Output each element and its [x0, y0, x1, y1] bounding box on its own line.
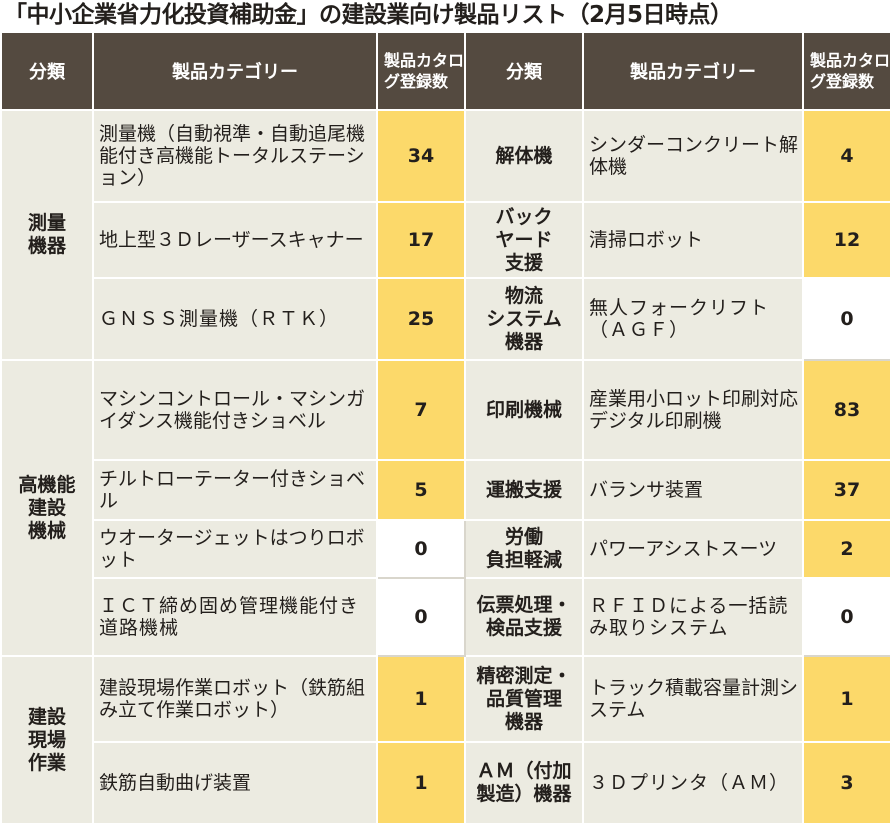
header-product-right: 製品カテゴリー	[582, 31, 804, 111]
right-product-cell: 産業用小ロット印刷対応デジタル印刷機	[582, 359, 804, 461]
header-count-right: 製品カタログ登録数	[802, 31, 890, 111]
table-row: 鉄筋自動曲げ装置 1 ＡＭ（付加 製造）機器 ３Ｄプリンタ（ＡＭ） 3	[1, 741, 890, 825]
right-product-cell: トラック積載容量計測システム	[582, 655, 804, 743]
table-body: 測量 機器 測量機（自動視準・自動追尾機能付き高機能トータルステーション） 34 解体…	[0, 109, 890, 825]
right-product-cell: バランサ装置	[582, 459, 804, 521]
left-category-cell: 測量 機器	[0, 109, 94, 361]
table-row: 地上型３Ｄレーザースキャナー 17 バック ヤード 支援 清掃ロボット 12	[1, 201, 890, 279]
right-count-cell: 2	[802, 519, 890, 579]
table-row: ＩＣＴ締め固め管理機能付き道路機械 0 伝票処理・ 検品支援 ＲＦＩＤによる一括読み取…	[1, 577, 890, 657]
right-product-cell: ＲＦＩＤによる一括読み取りシステム	[582, 577, 804, 657]
right-category-cell: 労働 負担軽減	[464, 519, 584, 579]
right-count-cell: 3	[802, 741, 890, 825]
right-count-cell: 4	[802, 109, 890, 203]
left-count-cell: 1	[376, 741, 466, 825]
left-count-cell: 34	[376, 109, 466, 203]
right-count-cell: 0	[802, 577, 890, 657]
right-category-cell: 物流 システム 機器	[464, 277, 584, 361]
table-row: 建設 現場 作業 建設現場作業ロボット（鉄筋組み立て作業ロボット） 1 精密測定・ 品…	[0, 655, 890, 825]
left-category-cell: 建設 現場 作業	[0, 655, 94, 825]
left-product-cell: ＧＮＳＳ測量機（ＲＴＫ）	[92, 277, 378, 361]
page-title: 「中小企業省力化投資補助金」の建設業向け製品リスト（2月5日時点）	[4, 2, 733, 28]
product-table: 分類 製品カテゴリー 製品カタログ登録数 分類 製品カテゴリー 製品カタログ登録…	[0, 31, 890, 825]
left-product-cell: チルトローテーター付きショベル	[92, 459, 378, 521]
right-category-cell: 印刷機械	[464, 359, 584, 461]
table-row: 測量 機器 測量機（自動視準・自動追尾機能付き高機能トータルステーション） 34 解体…	[0, 109, 890, 361]
left-count-cell: 1	[376, 655, 466, 743]
left-count-cell: 25	[376, 277, 466, 361]
table-row: チルトローテーター付きショベル 5 運搬支援 バランサ装置 37	[1, 459, 890, 521]
left-count-cell: 0	[376, 519, 466, 579]
left-product-cell: 地上型３Ｄレーザースキャナー	[92, 201, 378, 279]
header-category-left: 分類	[0, 31, 94, 111]
right-count-cell: 37	[802, 459, 890, 521]
left-count-cell: 17	[376, 201, 466, 279]
right-count-cell: 1	[802, 655, 890, 743]
header-row: 分類 製品カテゴリー 製品カタログ登録数 分類 製品カテゴリー 製品カタログ登録…	[0, 31, 890, 111]
right-product-cell: パワーアシストスーツ	[582, 519, 804, 579]
right-product-cell: 清掃ロボット	[582, 201, 804, 279]
left-count-cell: 5	[376, 459, 466, 521]
right-category-cell: バック ヤード 支援	[464, 201, 584, 279]
left-count-cell: 0	[376, 577, 466, 657]
left-product-cell: 建設現場作業ロボット（鉄筋組み立て作業ロボット）	[92, 655, 378, 743]
right-count-cell: 83	[802, 359, 890, 461]
header-count-left: 製品カタログ登録数	[376, 31, 466, 111]
right-product-cell: ３Ｄプリンタ（ＡＭ）	[582, 741, 804, 825]
left-product-cell: ウオータージェットはつりロボット	[92, 519, 378, 579]
right-product-cell: 無人フォークリフト（ＡＧＦ）	[582, 277, 804, 361]
header-category-right: 分類	[464, 31, 584, 111]
left-category-cell: 高機能 建設 機械	[0, 359, 94, 657]
right-product-cell: シンダーコンクリート解体機	[582, 109, 804, 203]
right-category-cell: 伝票処理・ 検品支援	[464, 577, 584, 657]
right-category-cell: 運搬支援	[464, 459, 584, 521]
right-count-cell: 0	[802, 277, 890, 361]
left-product-cell: 鉄筋自動曲げ装置	[92, 741, 378, 825]
table-row: ＧＮＳＳ測量機（ＲＴＫ） 25 物流 システム 機器 無人フォークリフト（ＡＧＦ） 0	[1, 277, 890, 361]
right-category-cell: 精密測定・ 品質管理 機器	[464, 655, 584, 743]
table-row: ウオータージェットはつりロボット 0 労働 負担軽減 パワーアシストスーツ 2	[1, 519, 890, 579]
left-product-cell: マシンコントロール・マシンガイダンス機能付きショベル	[92, 359, 378, 461]
right-category-cell: ＡＭ（付加 製造）機器	[464, 741, 584, 825]
left-product-cell: ＩＣＴ締め固め管理機能付き道路機械	[92, 577, 378, 657]
table-row: 高機能 建設 機械 マシンコントロール・マシンガイダンス機能付きショベル 7 印刷機械…	[0, 359, 890, 657]
header-product-left: 製品カテゴリー	[92, 31, 378, 111]
right-category-cell: 解体機	[464, 109, 584, 203]
right-count-cell: 12	[802, 201, 890, 279]
left-product-cell: 測量機（自動視準・自動追尾機能付き高機能トータルステーション）	[92, 109, 378, 203]
left-count-cell: 7	[376, 359, 466, 461]
